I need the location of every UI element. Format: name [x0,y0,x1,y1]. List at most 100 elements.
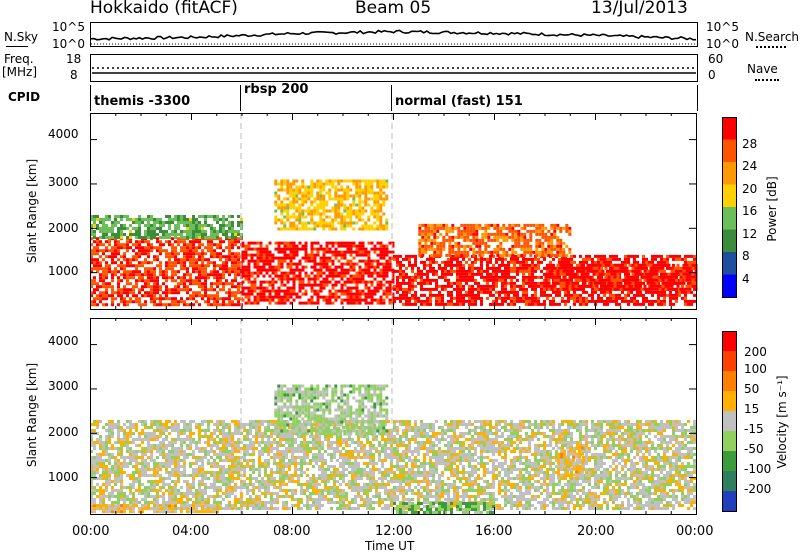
heatmap-cell [568,287,572,291]
heatmap-cell [495,275,498,279]
heatmap-cell [399,275,402,279]
heatmap-cell [513,269,516,273]
heatmap-cell [228,243,231,247]
heatmap-cell [508,253,512,257]
heatmap-cell [529,253,533,257]
heatmap-cell [147,279,150,283]
heatmap-cell [93,215,96,218]
heatmap-cell [99,447,102,450]
heatmap-cell [574,275,578,279]
heatmap-cell [597,293,600,297]
colorbar-swatch [722,162,737,185]
heatmap-cell [168,441,171,444]
heatmap-cell [195,291,198,295]
heatmap-cell [555,290,558,294]
heatmap-cell [298,203,302,207]
heatmap-cell [301,292,305,296]
heatmap-cell [547,244,551,248]
heatmap-cell [117,249,120,253]
heatmap-cell [684,296,687,300]
heatmap-cell [652,278,656,282]
heatmap-cell [364,301,368,305]
heatmap-cell [658,287,662,291]
heatmap-cell [529,250,533,254]
heatmap-cell [448,229,452,233]
heatmap-cell [520,247,524,251]
heatmap-cell [364,188,368,192]
heatmap-cell [120,468,123,471]
heatmap-cell [475,241,479,245]
heatmap-cell [559,229,563,233]
heatmap-cell [277,277,281,281]
heatmap-cell [102,218,105,221]
heatmap-cell [534,263,537,267]
heatmap-cell [210,227,213,230]
heatmap-cell [624,257,627,261]
heatmap-cell [529,238,533,242]
heatmap-cell [460,244,464,248]
heatmap-cell [165,477,168,480]
heatmap-cell [144,426,147,429]
heatmap-cell [541,229,545,233]
heatmap-cell [171,273,174,277]
heatmap-cell [489,266,492,270]
heatmap-cell [165,459,168,462]
heatmap-cell [558,257,561,261]
heatmap-cell [513,263,516,267]
heatmap-cell [459,278,462,282]
heatmap-cell [462,272,465,276]
heatmap-cell [222,215,225,218]
heatmap-cell [367,256,371,260]
heatmap-cell [165,438,168,441]
heatmap-cell [108,429,111,432]
heatmap-cell [304,244,308,248]
heatmap-cell [201,282,204,286]
heatmap-cell [156,447,159,450]
heatmap-cell [129,477,132,480]
heatmap-cell [411,278,414,282]
heatmap-cell [132,264,135,268]
heatmap-cell [522,293,525,297]
heatmap-cell [144,230,147,233]
heatmap-cell [562,284,566,288]
heatmap-cell [228,282,231,286]
heatmap-cell [117,459,120,462]
heatmap-cell [456,266,459,270]
heatmap-cell [514,223,518,227]
colorbar-swatch [722,252,737,275]
heatmap-cell [382,253,386,257]
heatmap-cell [346,295,350,299]
heatmap-cell [352,209,356,213]
heatmap-cell [517,244,521,248]
heatmap-cell [310,289,314,293]
heatmap-cell [147,441,150,444]
heatmap-cell [295,191,299,195]
heatmap-cell [562,250,566,254]
heatmap-cell [379,247,383,251]
heatmap-cell [606,260,609,264]
heatmap-cell [268,289,272,293]
heatmap-cell [168,233,171,236]
heatmap-cell [129,276,132,280]
heatmap-cell [435,299,438,303]
heatmap-cell [114,495,117,498]
heatmap-cell [463,232,467,236]
heatmap-cell [526,229,530,233]
heatmap-cell [144,261,147,265]
heatmap-cell [537,281,540,285]
heatmap-cell [510,269,513,273]
heatmap-cell [601,272,605,276]
heatmap-cell [105,435,108,438]
heatmap-cell [274,203,278,207]
heatmap-cell [310,221,314,225]
heatmap-cell [108,492,111,495]
heatmap-cell [174,297,177,301]
heatmap-cell [283,256,287,260]
heatmap-cell [126,215,129,218]
heatmap-cell [376,283,380,287]
heatmap-cell [147,474,150,477]
heatmap-cell [295,244,299,248]
heatmap-cell [541,223,545,227]
heatmap-cell [228,215,231,218]
heatmap-cell [207,236,210,239]
